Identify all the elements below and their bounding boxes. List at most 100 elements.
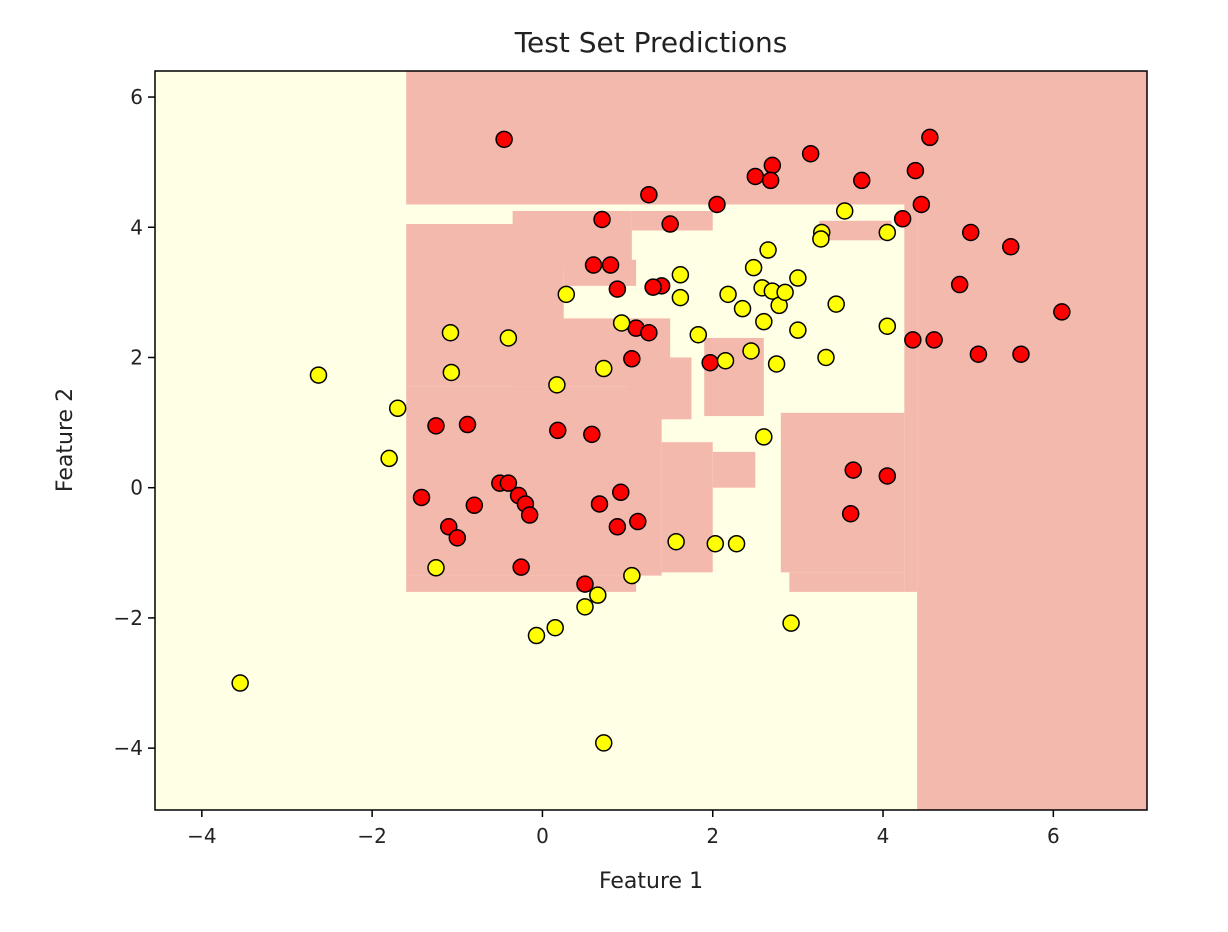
data-point [644, 278, 662, 296]
data-point [789, 269, 807, 287]
data-point [520, 506, 539, 524]
data-point [589, 586, 607, 604]
data-point [465, 496, 484, 515]
data-point [782, 614, 800, 632]
y-tick-label: 2 [130, 345, 143, 369]
x-tick-label: 6 [1047, 824, 1060, 848]
data-point [746, 167, 765, 186]
data-point [576, 598, 594, 616]
data-point [448, 529, 467, 547]
data-point [412, 488, 431, 507]
x-tick-label: 2 [706, 824, 719, 848]
x-tick-label: 0 [536, 824, 549, 848]
plot-frame [154, 70, 1148, 811]
x-tick-label: 4 [877, 824, 890, 848]
data-point [801, 144, 820, 163]
data-point [906, 161, 925, 180]
region-class-1-12 [661, 442, 713, 573]
data-point [442, 363, 461, 382]
data-point [727, 534, 746, 553]
x-tick-label: −2 [357, 824, 386, 848]
data-point [557, 285, 576, 304]
data-points [231, 128, 1071, 752]
data-point [878, 467, 897, 485]
data-point [950, 275, 969, 294]
data-point [590, 495, 609, 513]
data-point [776, 283, 794, 302]
data-point [841, 504, 860, 523]
data-point [546, 618, 564, 637]
data-point [789, 321, 807, 339]
data-point [608, 280, 627, 298]
data-point [576, 575, 594, 593]
data-point [427, 559, 445, 577]
data-point [844, 461, 862, 479]
data-point [661, 215, 679, 233]
data-point [584, 256, 603, 274]
data-point [495, 130, 513, 149]
data-point [388, 399, 407, 418]
region-class-1-15 [780, 412, 905, 573]
data-point [512, 558, 530, 576]
data-point [719, 285, 737, 304]
data-point [763, 156, 782, 175]
data-point [716, 351, 735, 370]
y-tick-label: 6 [130, 85, 143, 109]
data-point [969, 345, 988, 363]
data-point [817, 348, 835, 367]
region-class-1-14 [712, 451, 756, 488]
chart-title: Test Set Predictions [514, 26, 788, 59]
data-point [623, 350, 641, 368]
data-point [231, 674, 249, 692]
y-tick-label: −4 [114, 736, 143, 760]
data-point [594, 359, 613, 378]
data-point [912, 195, 931, 214]
data-point [812, 230, 830, 248]
data-point [629, 512, 647, 531]
data-point [742, 342, 760, 360]
region-class-1-11 [627, 357, 692, 420]
data-point [689, 325, 708, 344]
data-point [499, 474, 518, 492]
data-point [640, 323, 658, 342]
data-point [733, 299, 752, 318]
x-axis-label: Feature 1 [599, 869, 703, 894]
data-point [1002, 238, 1020, 256]
data-point [755, 312, 773, 331]
region-class-1-2 [904, 204, 918, 592]
data-point [761, 171, 780, 190]
data-point [708, 195, 726, 214]
data-point [380, 449, 398, 468]
region-class-1-16 [789, 572, 905, 592]
y-tick-label: 4 [130, 215, 143, 239]
data-point [549, 421, 567, 440]
region-class-1-8 [406, 386, 662, 576]
data-point [878, 223, 897, 242]
data-point [667, 532, 685, 551]
data-point [594, 734, 613, 752]
data-point [593, 210, 611, 229]
data-point [601, 256, 620, 274]
data-point [527, 626, 546, 645]
data-point [1053, 303, 1071, 321]
data-point [583, 425, 601, 444]
x-axis: −4 −2 0 2 4 6 [187, 810, 1060, 848]
data-point [706, 534, 725, 553]
data-point [921, 128, 939, 147]
data-point [612, 314, 631, 332]
data-point [904, 331, 922, 349]
data-point [671, 288, 690, 307]
data-point [835, 202, 854, 220]
y-axis: −4 −2 0 2 4 6 [114, 85, 155, 760]
data-point [961, 223, 980, 242]
y-tick-label: −2 [114, 606, 143, 630]
data-point [427, 417, 445, 435]
data-point [767, 355, 786, 373]
region-class-1-7 [819, 220, 892, 241]
x-tick-label: −4 [187, 824, 216, 848]
y-tick-label: 0 [130, 476, 143, 500]
data-point [671, 266, 690, 284]
data-point [640, 185, 658, 204]
data-point [893, 210, 912, 228]
